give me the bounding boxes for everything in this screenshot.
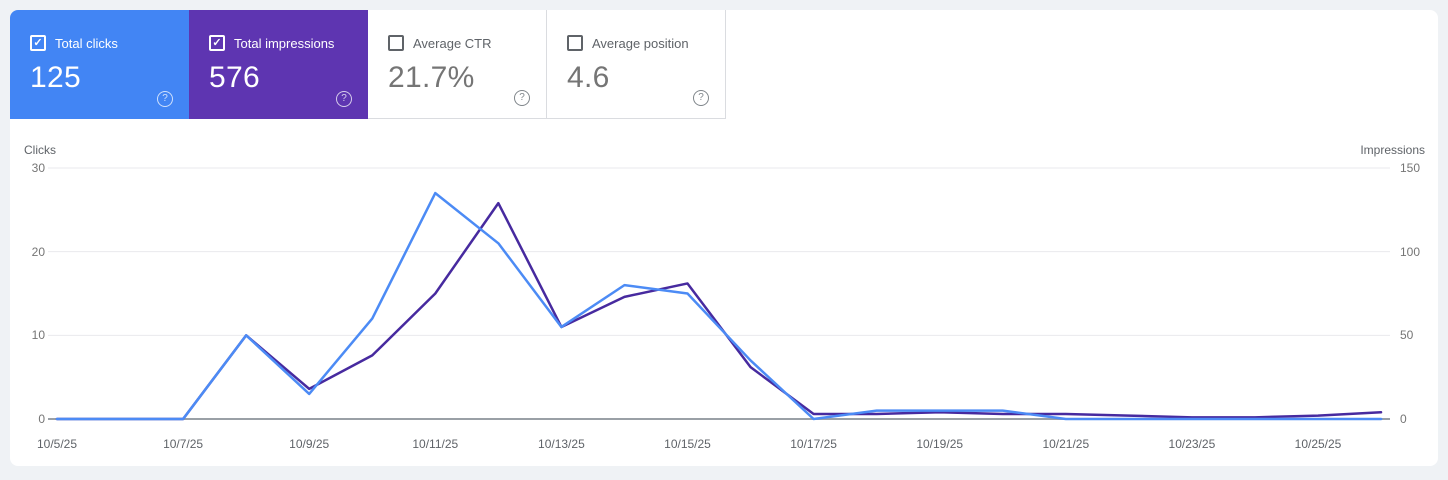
x-axis-tick: 10/17/25 bbox=[790, 437, 837, 451]
x-axis-tick: 10/21/25 bbox=[1042, 437, 1090, 451]
metric-card-header: ✓ Total impressions bbox=[209, 35, 368, 51]
metric-card-average-ctr[interactable]: Average CTR 21.7% ? bbox=[368, 10, 547, 119]
x-axis-tick: 10/15/25 bbox=[664, 437, 711, 451]
x-axis-tick: 10/9/25 bbox=[289, 437, 330, 451]
x-axis-tick: 10/23/25 bbox=[1168, 437, 1216, 451]
left-axis-tick: 10 bbox=[31, 328, 45, 343]
help-icon[interactable]: ? bbox=[336, 91, 352, 107]
clicks-line bbox=[55, 191, 1383, 421]
right-axis-title: Impressions bbox=[1360, 143, 1425, 157]
right-axis-tick: 150 bbox=[1400, 161, 1421, 175]
right-axis-tick: 100 bbox=[1400, 244, 1421, 259]
metric-card-value: 125 bbox=[30, 61, 81, 94]
metric-card-label: Total clicks bbox=[55, 35, 118, 51]
performance-panel: ✓ Total clicks 125 ? ✓ Total impressions… bbox=[10, 10, 1438, 466]
right-axis-tick: 50 bbox=[1400, 328, 1414, 343]
metric-card-header: Average position bbox=[567, 35, 725, 51]
chart-canvas bbox=[48, 167, 1390, 421]
checkbox-unchecked-icon[interactable] bbox=[567, 35, 583, 51]
help-icon[interactable]: ? bbox=[157, 91, 173, 107]
performance-chart: Clicks Impressions 0 0 10 50 20 100 30 150 10/5/… bbox=[10, 119, 1438, 466]
x-axis-tick: 10/25/25 bbox=[1294, 437, 1342, 451]
right-axis-tick: 0 bbox=[1400, 412, 1407, 426]
left-axis-tick: 20 bbox=[31, 244, 45, 259]
x-axis-tick: 10/7/25 bbox=[163, 437, 204, 451]
checkbox-unchecked-icon[interactable] bbox=[388, 35, 404, 51]
x-axis-tick: 10/19/25 bbox=[916, 437, 964, 451]
metric-card-header: ✓ Total clicks bbox=[30, 35, 189, 51]
x-axis-tick: 10/11/25 bbox=[412, 437, 459, 451]
checkbox-checked-icon[interactable]: ✓ bbox=[30, 35, 46, 51]
left-axis-tick: 0 bbox=[38, 412, 45, 426]
metric-card-header: Average CTR bbox=[388, 35, 546, 51]
impressions-line bbox=[55, 201, 1383, 421]
left-axis-title: Clicks bbox=[24, 143, 56, 157]
metric-card-value: 576 bbox=[209, 61, 260, 94]
metric-card-total-clicks[interactable]: ✓ Total clicks 125 ? bbox=[10, 10, 189, 119]
metric-card-total-impressions[interactable]: ✓ Total impressions 576 ? bbox=[189, 10, 368, 119]
metric-card-value: 4.6 bbox=[567, 61, 610, 94]
x-axis-tick: 10/5/25 bbox=[36, 437, 78, 451]
metric-card-label: Total impressions bbox=[234, 35, 335, 51]
metric-card-value: 21.7% bbox=[388, 61, 475, 94]
checkbox-checked-icon[interactable]: ✓ bbox=[209, 35, 225, 51]
metric-card-average-position[interactable]: Average position 4.6 ? bbox=[547, 10, 726, 119]
help-icon[interactable]: ? bbox=[693, 90, 709, 106]
metric-card-label: Average CTR bbox=[413, 35, 492, 51]
x-axis-tick: 10/13/25 bbox=[538, 437, 585, 451]
left-axis-tick: 30 bbox=[31, 161, 45, 175]
metric-cards-row: ✓ Total clicks 125 ? ✓ Total impressions… bbox=[10, 10, 1438, 119]
metric-card-label: Average position bbox=[592, 35, 689, 51]
help-icon[interactable]: ? bbox=[514, 90, 530, 106]
